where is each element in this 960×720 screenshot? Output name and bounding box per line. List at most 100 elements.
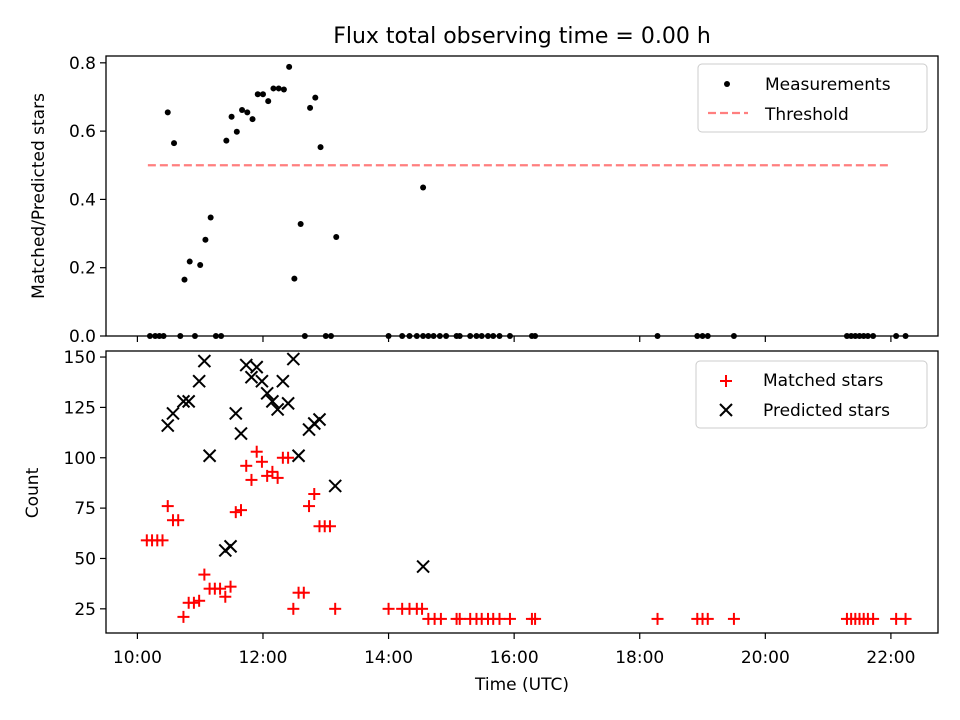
x-tick-label: 16:00 [490,648,539,668]
predicted-star-point [276,374,290,388]
top-legend: Measurements Threshold [697,63,928,133]
y-tick-label: 0.4 [69,190,96,210]
predicted-star-point [255,374,269,388]
measurement-point [291,275,298,282]
measurement-point [207,214,214,221]
predicted-star-point [265,394,280,409]
bottom-axes-frame [105,350,939,634]
measurement-point [186,258,193,265]
bottom-legend: Matched stars Predicted stars [695,360,928,429]
measurement-point [297,221,304,227]
matched-star-point [867,612,880,625]
top-axes-frame [105,55,939,337]
matched-star-point [229,506,242,519]
bottom-y-ticks: 25 50 75 100 125 150 [64,348,106,620]
legend-measurements-marker [724,81,730,87]
predicted-star-point [166,406,180,421]
x-tick-label: 20:00 [741,648,790,668]
chart-title: Flux total observing time = 0.00 h [333,24,711,49]
legend-threshold-label: Threshold [764,105,849,125]
matched-star-point [323,520,336,533]
y-tick-label: 75 [74,499,96,519]
measurement-point [228,113,235,120]
predicted-star-point [181,394,196,409]
predicted-star-point [291,449,306,463]
predicted-star-point [416,559,430,574]
y-tick-label: 125 [64,398,96,418]
top-y-ticks: 0.0 0.2 0.4 0.6 0.8 [69,54,106,347]
predicted-star-point [234,426,248,441]
predicted-star-point [260,386,274,401]
measurement-point [171,140,178,147]
matched-star-point [156,534,169,547]
legend-predicted-label: Predicted stars [763,401,890,421]
matched-star-point [245,473,258,486]
matched-star-point [161,500,174,513]
predicted-star-point [239,358,253,372]
matched-star-point [503,612,516,625]
predicted-star-point [202,449,217,463]
y-tick-label: 50 [74,549,96,569]
matched-star-point [187,596,200,609]
predicted-star-point [229,406,243,421]
matched-star-point [308,488,321,501]
legend-measurements-label: Measurements [765,75,891,95]
top-panel: 0.00.20.40.60.8 Matched/Predicted stars … [29,54,939,347]
matched-star-point [214,582,227,595]
x-tick-label: 22:00 [866,648,915,668]
y-tick-label: 0.0 [69,327,96,347]
matched-star-point [382,602,395,615]
measurement-point [244,109,251,116]
measurement-point [270,85,277,92]
predicted-star-point [286,352,301,366]
matched-star-point [493,612,506,625]
matched-star-point [282,451,295,464]
bottom-marks [140,352,912,625]
matched-star-point [416,602,429,615]
top-ylabel: Matched/Predicted stars [29,93,49,299]
x-tick-label: 12:00 [238,648,287,668]
bottom-xlabel: Time (UTC) [474,675,569,695]
measurement-point [239,106,246,113]
matched-star-point [235,504,248,517]
matched-star-point [250,445,263,458]
matched-star-point [727,612,740,625]
measurement-point [164,109,171,116]
measurement-point [223,137,230,144]
matched-star-point [899,612,912,625]
matched-star-point [219,590,232,603]
measurement-point [333,233,340,240]
measurement-point [259,91,266,98]
y-tick-label: 0.2 [69,259,96,279]
y-tick-label: 150 [64,348,96,368]
measurement-point [197,261,204,268]
predicted-star-point [328,479,342,493]
matched-star-point [434,612,447,625]
matched-star-point [329,602,342,615]
predicted-star-point [192,374,206,388]
predicted-star-point [197,354,212,368]
measurement-point [181,276,188,283]
matched-star-point [701,612,714,625]
predicted-star-point [161,418,175,433]
predicted-star-point [270,402,285,417]
matched-star-point [303,500,316,513]
predicted-star-point [312,412,327,427]
matched-star-point [651,612,664,625]
predicted-star-point [176,394,191,409]
measurement-point [317,144,324,151]
measurement-point [249,116,256,123]
matched-star-point [297,586,310,599]
measurement-point [307,104,314,111]
x-tick-label: 10:00 [113,648,162,668]
matched-star-point [287,602,300,615]
measurement-point [280,86,287,93]
bottom-x-ticks: 10:00 12:00 14:00 16:00 18:00 20:00 22:00 [113,633,915,668]
matched-star-point [266,465,279,478]
measurement-point [420,184,427,191]
bottom-legend-box [695,360,928,429]
matched-star-point [224,580,237,593]
x-tick-label: 18:00 [615,648,664,668]
matched-star-point [198,568,211,581]
